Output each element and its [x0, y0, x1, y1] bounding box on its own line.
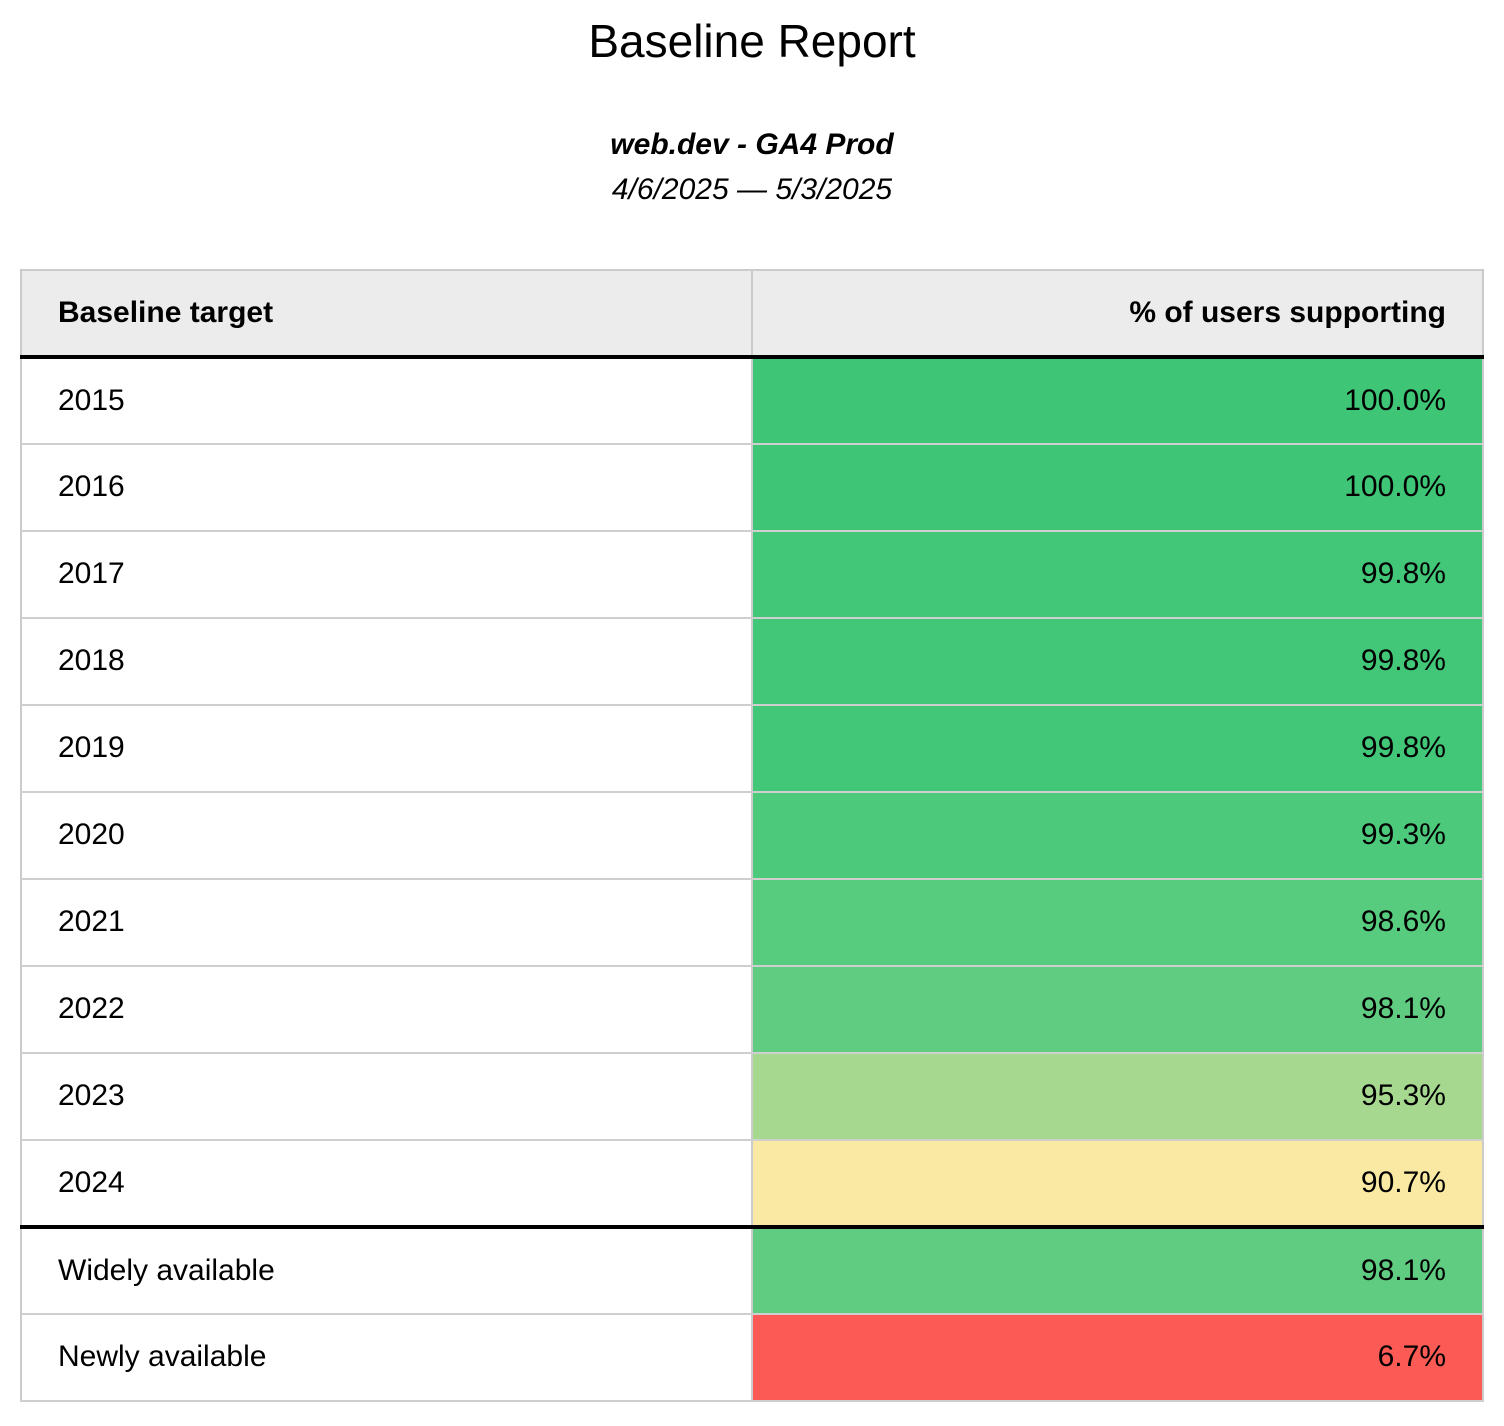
column-header-percent-users: % of users supporting — [752, 269, 1483, 359]
row-label: 2019 — [21, 704, 753, 793]
row-label: 2022 — [21, 965, 753, 1054]
table-row: 2017 99.8% — [21, 530, 1483, 619]
row-label: 2024 — [21, 1139, 753, 1229]
row-value: 98.1% — [752, 1226, 1483, 1315]
row-value: 99.3% — [752, 791, 1483, 880]
table-row: 2019 99.8% — [21, 704, 1483, 793]
table-row: 2020 99.3% — [21, 791, 1483, 880]
row-value: 99.8% — [752, 704, 1483, 793]
table-header: Baseline target % of users supporting — [21, 269, 1483, 359]
row-label: 2015 — [21, 356, 753, 445]
table-body: 2015 100.0% 2016 100.0% 2017 99.8% 2018 … — [21, 356, 1483, 1402]
page-title: Baseline Report — [588, 15, 916, 67]
row-value: 99.8% — [752, 530, 1483, 619]
row-value: 100.0% — [752, 443, 1483, 532]
column-header-baseline-target: Baseline target — [21, 269, 753, 359]
table-row: 2021 98.6% — [21, 878, 1483, 967]
row-value: 98.1% — [752, 965, 1483, 1054]
table-row: Widely available 98.1% — [21, 1226, 1483, 1315]
row-value: 98.6% — [752, 878, 1483, 967]
table-row: Newly available 6.7% — [21, 1313, 1483, 1402]
table-row: 2016 100.0% — [21, 443, 1483, 532]
table-row: 2023 95.3% — [21, 1052, 1483, 1141]
row-value: 95.3% — [752, 1052, 1483, 1141]
row-label: 2023 — [21, 1052, 753, 1141]
table-header-row: Baseline target % of users supporting — [21, 269, 1483, 359]
row-label: 2017 — [21, 530, 753, 619]
row-value: 99.8% — [752, 617, 1483, 706]
row-value: 90.7% — [752, 1139, 1483, 1229]
row-label: 2016 — [21, 443, 753, 532]
row-label: 2021 — [21, 878, 753, 967]
row-value: 6.7% — [752, 1313, 1483, 1402]
baseline-report-table: Baseline target % of users supporting 20… — [20, 268, 1484, 1402]
report-subtitle: web.dev - GA4 Prod — [610, 127, 894, 161]
table-row: 2015 100.0% — [21, 356, 1483, 445]
table-row: 2018 99.8% — [21, 617, 1483, 706]
table-row: 2024 90.7% — [21, 1139, 1483, 1229]
report-date-range: 4/6/2025 — 5/3/2025 — [611, 172, 893, 206]
row-label: 2020 — [21, 791, 753, 880]
table-row: 2022 98.1% — [21, 965, 1483, 1054]
row-value: 100.0% — [752, 356, 1483, 445]
row-label: Widely available — [21, 1226, 753, 1315]
row-label: Newly available — [21, 1313, 753, 1402]
row-label: 2018 — [21, 617, 753, 706]
